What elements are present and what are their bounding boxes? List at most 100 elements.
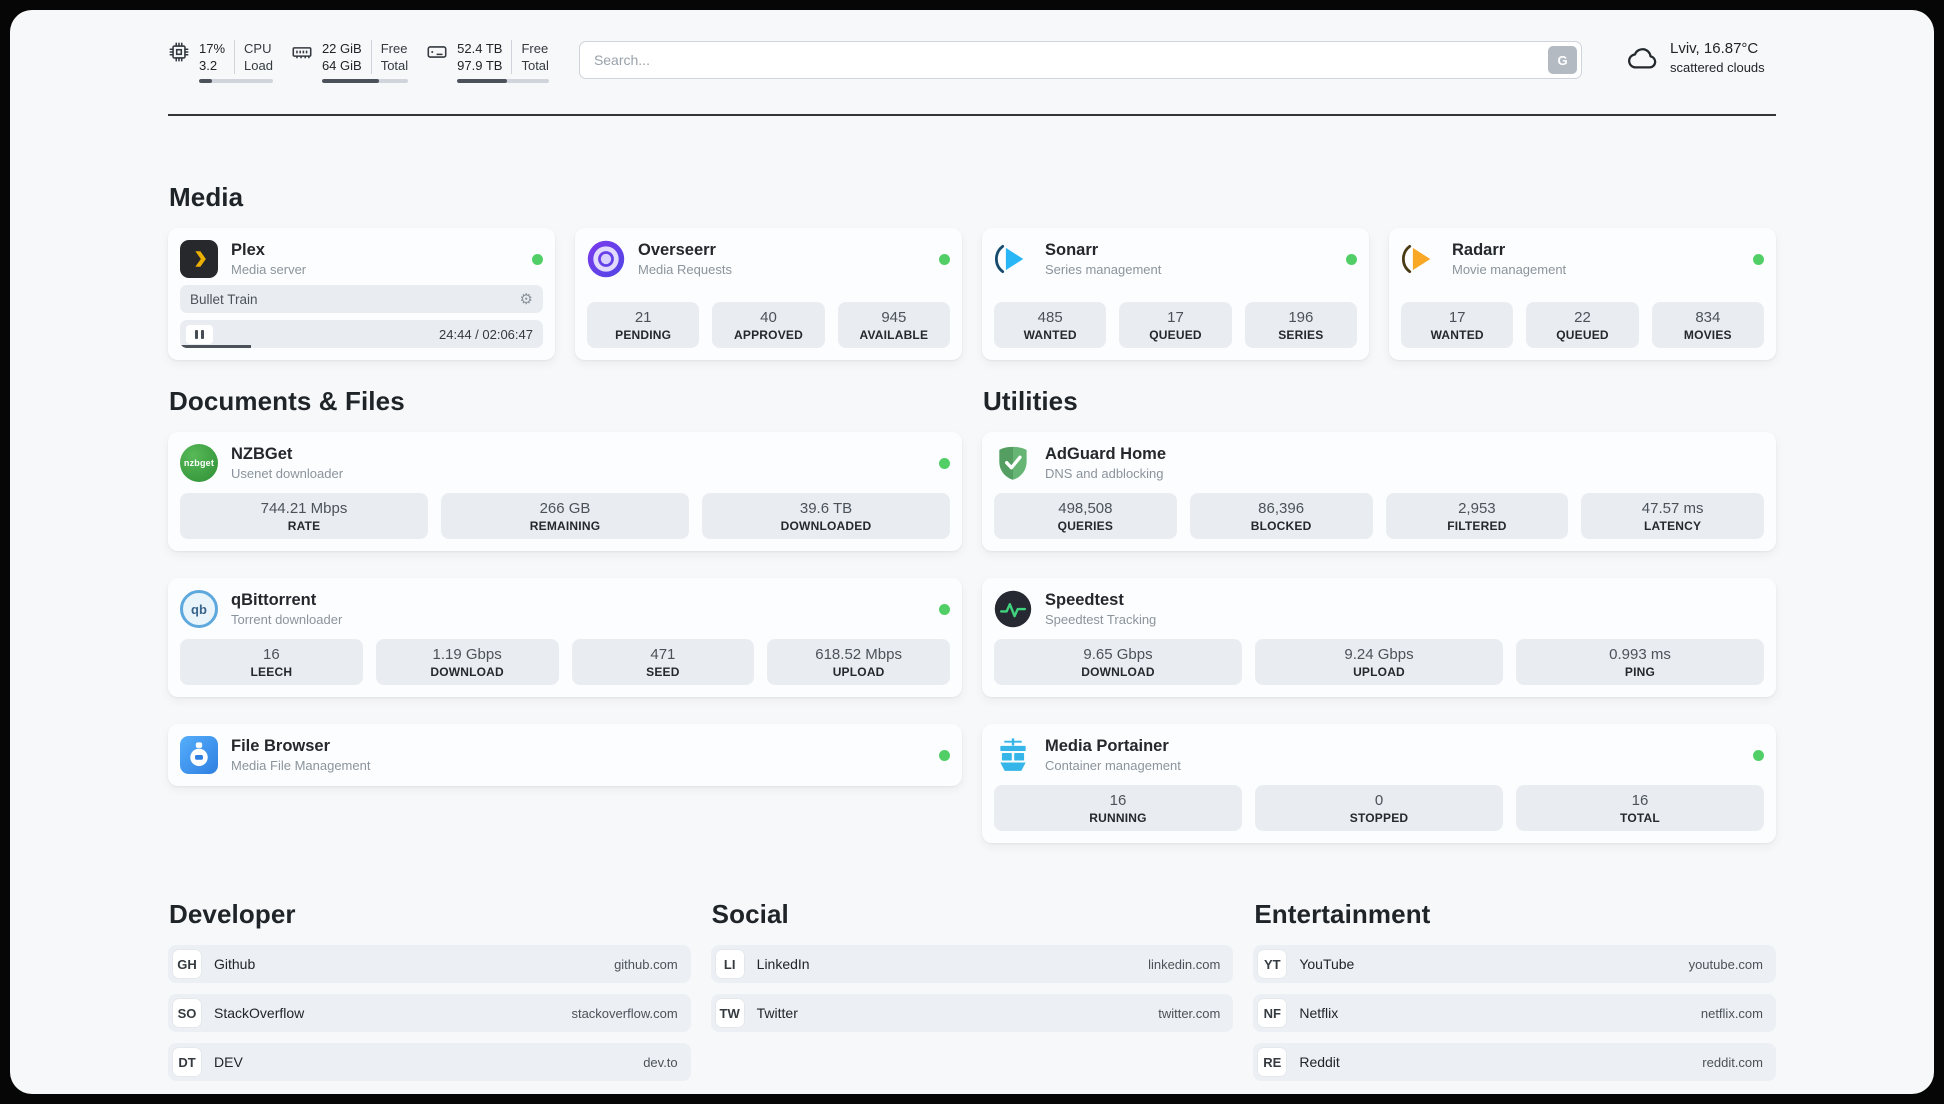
section-title-utilities: Utilities bbox=[983, 386, 1078, 416]
documents-section: Documents & Files nzbget NZBGet Usenet d… bbox=[168, 386, 962, 843]
cpu-metric: 17% 3.2 CPU Load bbox=[168, 40, 273, 83]
dashboard-main: Media Plex Media server bbox=[10, 182, 1934, 1081]
bookmark-twitter[interactable]: TW Twitter twitter.com bbox=[710, 994, 1234, 1032]
nzbget-card[interactable]: nzbget NZBGet Usenet downloader 744.21 M… bbox=[168, 432, 962, 551]
bookmark-stackoverflow[interactable]: SO StackOverflow stackoverflow.com bbox=[168, 994, 691, 1032]
speedtest-icon bbox=[994, 590, 1032, 628]
weather-text: Lviv, 16.87°C scattered clouds bbox=[1670, 40, 1765, 75]
bookmark-url: dev.to bbox=[643, 1054, 678, 1070]
bookmark-url: reddit.com bbox=[1702, 1054, 1763, 1070]
stat-value: 16 bbox=[1109, 792, 1127, 809]
utilities-stack: AdGuard Home DNS and adblocking 498,508 … bbox=[982, 432, 1776, 843]
ram-progress-fill bbox=[321, 79, 379, 83]
portainer-card[interactable]: Media Portainer Container management 16 … bbox=[982, 724, 1776, 843]
cpu-progress-track bbox=[199, 79, 273, 83]
stat-label: PING bbox=[1624, 665, 1656, 679]
media-section: Media Plex Media server bbox=[168, 182, 1776, 360]
bookmark-name: DEV bbox=[214, 1054, 243, 1070]
stat-value: 21 bbox=[634, 309, 652, 326]
ram-metric-body: 22 GiB 64 GiB Free Total bbox=[321, 40, 409, 83]
app-subtitle: Media server bbox=[231, 262, 307, 278]
stat-rate: 744.21 Mbps RATE bbox=[180, 493, 428, 539]
stat-label: LEECH bbox=[250, 665, 293, 679]
ram-label-bottom: Total bbox=[380, 58, 409, 73]
filebrowser-icon bbox=[180, 736, 218, 774]
search-engine-button[interactable]: G bbox=[1548, 46, 1577, 74]
bookmark-youtube[interactable]: YT YouTube youtube.com bbox=[1253, 945, 1776, 983]
section-title-entertainment: Entertainment bbox=[1254, 899, 1431, 929]
stat-movies: 834 MOVIES bbox=[1651, 302, 1764, 348]
sonarr-stats: 485 WANTED 17 QUEUED 196 SERIES bbox=[994, 291, 1357, 348]
stat-approved: 40 APPROVED bbox=[712, 302, 825, 348]
bookmark-reddit[interactable]: RE Reddit reddit.com bbox=[1253, 1043, 1776, 1081]
stat-label: LATENCY bbox=[1644, 519, 1702, 533]
now-playing-title: Bullet Train bbox=[190, 291, 258, 307]
ram-progress-track bbox=[321, 79, 409, 83]
app-name: Sonarr bbox=[1045, 240, 1099, 259]
ram-metric: 22 GiB 64 GiB Free Total bbox=[291, 40, 409, 83]
stat-running: 16 RUNNING bbox=[994, 785, 1242, 831]
stat-downloaded: 39.6 TB DOWNLOADED bbox=[702, 493, 950, 539]
sonarr-card[interactable]: Sonarr Series management 485 WANTED 17 Q… bbox=[982, 228, 1369, 360]
bookmark-linkedin[interactable]: LI LinkedIn linkedin.com bbox=[710, 945, 1234, 983]
stat-label: STOPPED bbox=[1349, 811, 1409, 825]
radarr-icon bbox=[1401, 240, 1439, 278]
ram-label-top: Free bbox=[380, 41, 408, 56]
disk-total-value: 97.9 TB bbox=[457, 58, 503, 73]
overseerr-card[interactable]: Overseerr Media Requests 21 PENDING 40 A… bbox=[575, 228, 962, 360]
adguard-card[interactable]: AdGuard Home DNS and adblocking 498,508 … bbox=[982, 432, 1776, 551]
pause-button[interactable] bbox=[186, 324, 213, 344]
weather-widget: Lviv, 16.87°C scattered clouds bbox=[1626, 40, 1776, 75]
app-name: AdGuard Home bbox=[1045, 444, 1167, 463]
qbittorrent-stats: 16 LEECH 1.19 Gbps DOWNLOAD 471 SEED bbox=[180, 639, 950, 685]
speedtest-stats: 9.65 Gbps DOWNLOAD 9.24 Gbps UPLOAD 0.99… bbox=[994, 639, 1764, 685]
stat-value: 2,953 bbox=[1458, 500, 1496, 517]
stat-blocked: 86,396 BLOCKED bbox=[1189, 493, 1373, 539]
cpu-label-bottom: Load bbox=[244, 58, 273, 73]
overseerr-stats: 21 PENDING 40 APPROVED 945 AVAILABLE bbox=[587, 291, 950, 348]
search-input[interactable] bbox=[578, 41, 1582, 79]
stat-upload: 618.52 Mbps UPLOAD bbox=[767, 639, 950, 685]
bookmark-url: linkedin.com bbox=[1148, 956, 1221, 972]
stat-label: APPROVED bbox=[734, 328, 803, 342]
stat-remaining: 266 GB REMAINING bbox=[441, 493, 689, 539]
bookmark-abbr: GH bbox=[173, 950, 201, 978]
cpu-icon bbox=[168, 41, 190, 63]
bookmark-abbr: YT bbox=[1258, 950, 1287, 978]
bookmark-netflix[interactable]: NF Netflix netflix.com bbox=[1253, 994, 1776, 1032]
stat-value: 17 bbox=[1167, 309, 1184, 326]
app-subtitle: Series management bbox=[1045, 262, 1162, 278]
filebrowser-card[interactable]: File Browser Media File Management bbox=[168, 724, 962, 786]
pause-icon bbox=[195, 329, 198, 339]
cpu-label-top: CPU bbox=[244, 41, 272, 56]
stat-value: 47.57 ms bbox=[1641, 500, 1704, 517]
radarr-card[interactable]: Radarr Movie management 17 WANTED 22 QUE… bbox=[1389, 228, 1776, 360]
stat-label: BLOCKED bbox=[1250, 519, 1312, 533]
player-controls-row: 24:44 / 02:06:47 bbox=[180, 320, 543, 348]
topbar: 17% 3.2 CPU Load bbox=[10, 10, 1934, 83]
bookmark-abbr: RE bbox=[1258, 1048, 1287, 1076]
speedtest-card[interactable]: Speedtest Speedtest Tracking 9.65 Gbps D… bbox=[982, 578, 1776, 697]
stat-label: QUEUED bbox=[1556, 328, 1609, 342]
topbar-divider bbox=[168, 114, 1776, 116]
stat-queries: 498,508 QUERIES bbox=[994, 493, 1177, 539]
nzbget-icon: nzbget bbox=[180, 444, 218, 482]
status-dot bbox=[1753, 749, 1764, 761]
plex-card[interactable]: Plex Media server Bullet Train ⚙ bbox=[168, 228, 555, 360]
dashboard-page: 17% 3.2 CPU Load bbox=[10, 10, 1934, 1094]
cpu-usage-value: 17% bbox=[199, 41, 226, 56]
bookmark-url: youtube.com bbox=[1688, 956, 1763, 972]
bookmark-abbr: TW bbox=[715, 999, 744, 1027]
qbittorrent-card[interactable]: qb qBittorrent Torrent downloader 16 LEE… bbox=[168, 578, 962, 697]
gear-icon[interactable]: ⚙ bbox=[519, 290, 533, 308]
stat-value: 945 bbox=[881, 309, 907, 326]
status-dot bbox=[939, 253, 950, 265]
stat-latency: 47.57 ms LATENCY bbox=[1581, 493, 1764, 539]
bookmark-dev[interactable]: DT DEV dev.to bbox=[168, 1043, 691, 1081]
disk-progress-fill bbox=[457, 79, 507, 83]
bookmark-github[interactable]: GH Github github.com bbox=[168, 945, 691, 983]
app-name: qBittorrent bbox=[231, 590, 317, 609]
stat-label: FILTERED bbox=[1447, 519, 1507, 533]
stat-upload: 9.24 Gbps UPLOAD bbox=[1255, 639, 1503, 685]
app-name: NZBGet bbox=[231, 444, 293, 463]
